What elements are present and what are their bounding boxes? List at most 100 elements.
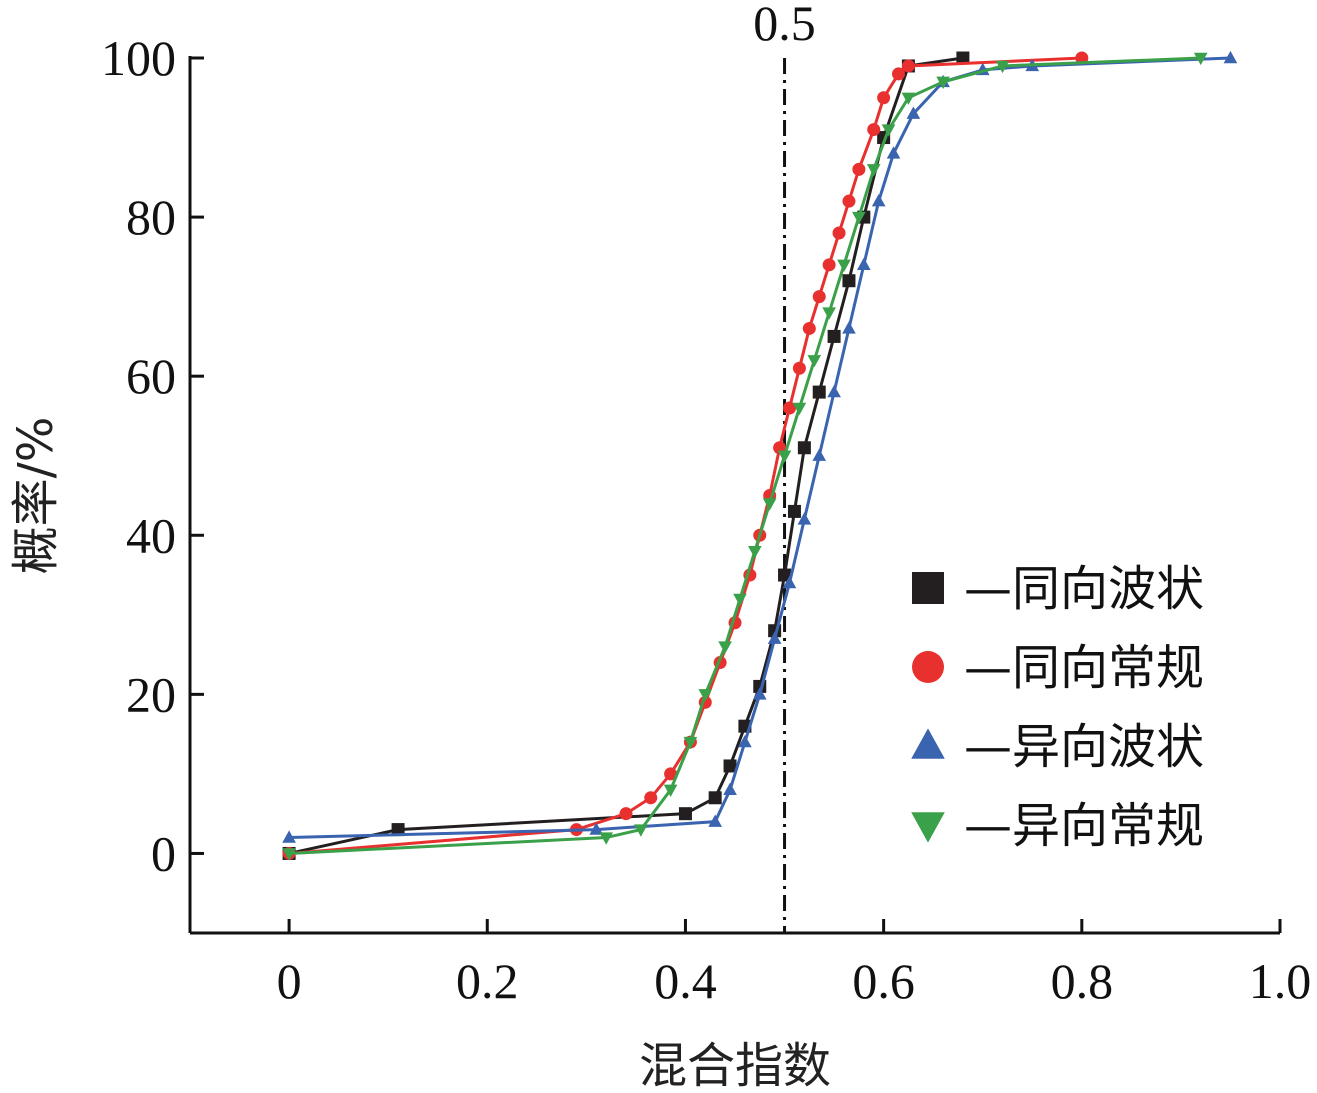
legend: —同向波状 —同向常规 —异向波状 —异向常规 bbox=[911, 561, 1204, 854]
data-point-triangle-down bbox=[852, 211, 866, 225]
series-line bbox=[289, 56, 1201, 855]
data-point-square bbox=[778, 568, 792, 582]
data-point-circle bbox=[644, 791, 658, 805]
data-point-circle bbox=[822, 258, 836, 272]
legend-marker bbox=[912, 572, 944, 604]
data-point-triangle-down bbox=[1193, 52, 1208, 66]
x-tick-label: 0.6 bbox=[852, 953, 915, 1009]
series-line bbox=[288, 56, 1082, 855]
series-1 bbox=[282, 51, 970, 860]
legend-label: —同向波状 bbox=[964, 561, 1204, 617]
series-line bbox=[289, 56, 1231, 840]
data-point-circle bbox=[867, 123, 881, 137]
legend-label: —异向常规 bbox=[964, 798, 1204, 854]
legend-item-3: —异向波状 bbox=[911, 719, 1204, 775]
data-point-triangle-down bbox=[747, 545, 762, 559]
legend-marker bbox=[911, 728, 945, 759]
data-point-triangle-down bbox=[762, 498, 777, 511]
legend-item-1: —同向波状 bbox=[912, 561, 1204, 617]
data-point-square bbox=[827, 329, 841, 343]
data-point-triangle-up bbox=[871, 194, 886, 207]
legend-label: —异向波状 bbox=[964, 719, 1204, 775]
ticks: 0 20 40 60 80 100 0 0.2 0.4 0.6 0.8 1.0 bbox=[101, 30, 1311, 1009]
data-point-triangle-down bbox=[698, 689, 713, 702]
data-point-triangle-up bbox=[752, 687, 767, 700]
data-point-circle bbox=[792, 361, 806, 375]
data-point-square bbox=[956, 51, 970, 65]
reference-line-label: 0.5 bbox=[753, 0, 816, 51]
data-point-triangle-up bbox=[886, 146, 901, 159]
data-point-triangle-up bbox=[842, 321, 856, 334]
data-point-triangle-down bbox=[282, 848, 296, 861]
data-point-square bbox=[708, 791, 722, 805]
y-tick-label: 0 bbox=[151, 825, 176, 881]
data-point-circle bbox=[619, 807, 633, 821]
data-point-triangle-up bbox=[767, 631, 782, 644]
data-point-triangle-up bbox=[282, 830, 296, 843]
data-point-triangle-up bbox=[827, 384, 841, 398]
y-tick-label: 60 bbox=[126, 348, 176, 404]
data-point-square bbox=[812, 385, 826, 399]
legend-label: —同向常规 bbox=[964, 640, 1204, 696]
data-point-triangle-down bbox=[792, 402, 807, 416]
data-point-circle bbox=[901, 59, 915, 73]
data-point-triangle-up bbox=[1223, 50, 1238, 64]
data-point-triangle-down bbox=[822, 307, 836, 320]
data-point-triangle-down bbox=[718, 641, 732, 654]
data-point-triangle-down bbox=[881, 124, 896, 137]
data-point-circle bbox=[664, 767, 678, 781]
series-line bbox=[288, 56, 964, 855]
y-tick-label: 80 bbox=[126, 189, 176, 245]
data-point-square bbox=[678, 807, 692, 821]
data-point-circle bbox=[877, 91, 891, 105]
x-tick-label: 0.4 bbox=[654, 953, 717, 1009]
data-point-square bbox=[787, 504, 801, 518]
legend-item-4: —异向常规 bbox=[911, 798, 1204, 854]
data-point-triangle-up bbox=[906, 106, 921, 119]
y-tick-label: 20 bbox=[126, 666, 176, 722]
legend-marker bbox=[912, 651, 944, 683]
data-point-circle bbox=[832, 226, 846, 240]
x-tick-label: 0.2 bbox=[456, 953, 519, 1009]
data-point-triangle-down bbox=[837, 259, 851, 272]
data-point-triangle-down bbox=[777, 450, 792, 463]
axes bbox=[188, 56, 1280, 935]
data-point-triangle-down bbox=[663, 784, 678, 797]
data-point-circle bbox=[842, 194, 856, 208]
legend-item-2: —同向常规 bbox=[912, 640, 1204, 696]
data-point-triangle-down bbox=[901, 92, 916, 105]
y-axis-title: 概率/% bbox=[8, 417, 64, 575]
series-layer bbox=[282, 50, 1238, 861]
data-point-triangle-down bbox=[807, 355, 822, 368]
data-point-triangle-down bbox=[936, 76, 950, 90]
data-point-triangle-down bbox=[733, 593, 747, 607]
data-point-square bbox=[723, 759, 737, 773]
data-point-square bbox=[797, 441, 811, 455]
data-point-triangle-down bbox=[634, 824, 648, 837]
data-point-triangle-up bbox=[738, 734, 752, 748]
reference-line-group: 0.5 bbox=[753, 0, 816, 933]
data-point-circle bbox=[802, 321, 816, 335]
y-tick-label: 100 bbox=[101, 30, 176, 86]
data-point-triangle-down bbox=[683, 736, 698, 750]
data-point-triangle-down bbox=[866, 164, 881, 177]
data-point-triangle-up bbox=[856, 257, 871, 271]
data-point-triangle-down bbox=[995, 60, 1010, 74]
x-tick-label: 0.8 bbox=[1051, 953, 1114, 1009]
data-point-circle bbox=[812, 290, 826, 304]
data-point-triangle-down bbox=[599, 832, 614, 845]
y-tick-label: 40 bbox=[126, 507, 176, 563]
data-point-triangle-up bbox=[723, 782, 737, 796]
x-axis-title: 混合指数 bbox=[639, 1038, 831, 1093]
data-point-triangle-up bbox=[782, 575, 797, 589]
data-point-circle bbox=[852, 162, 866, 176]
data-point-circle bbox=[783, 401, 796, 415]
legend-marker bbox=[911, 812, 945, 843]
data-point-circle bbox=[892, 67, 905, 81]
data-point-square bbox=[842, 274, 856, 288]
series-3 bbox=[282, 50, 1238, 843]
x-tick-label: 0 bbox=[277, 953, 302, 1009]
data-point-triangle-up bbox=[797, 512, 812, 525]
data-point-triangle-up bbox=[589, 822, 604, 835]
